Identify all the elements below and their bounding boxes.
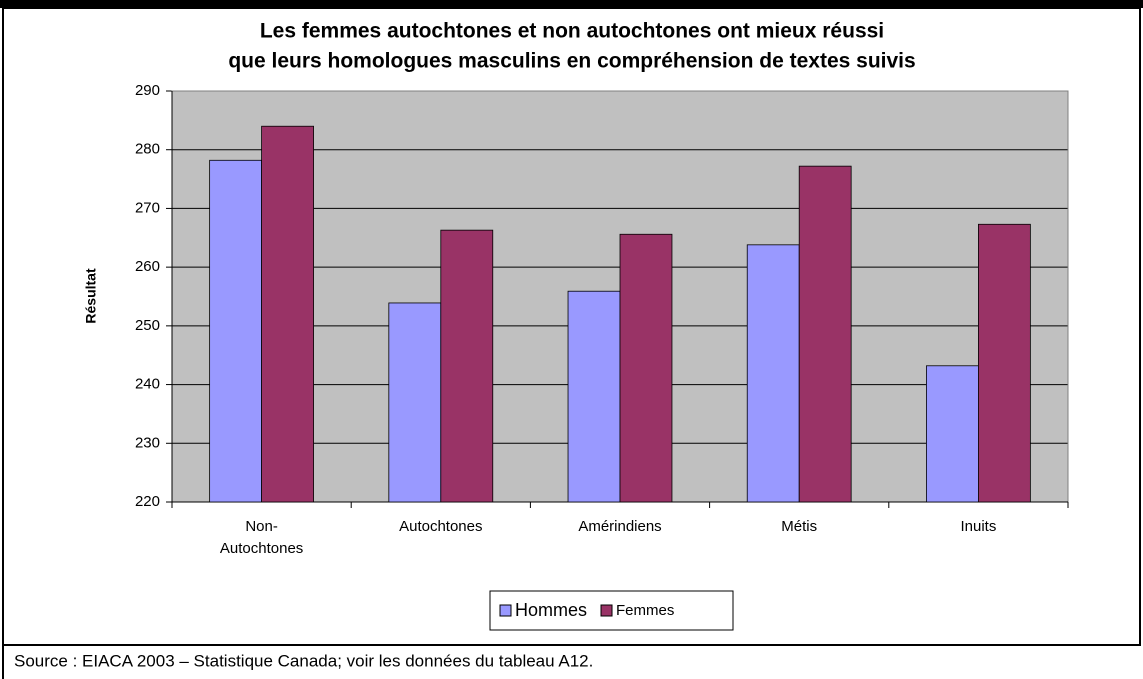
bar — [978, 223, 1031, 503]
y-tick-label: 230 — [135, 434, 160, 451]
bar — [388, 302, 442, 503]
y-axis-label: Résultat — [83, 268, 99, 324]
legend-swatch — [499, 604, 512, 617]
x-tick-label: Métis — [781, 518, 817, 535]
y-tick-label: 260 — [135, 258, 160, 275]
bar — [798, 165, 852, 503]
chart-title: Les femmes autochtones et non autochtone… — [260, 20, 884, 43]
y-tick-label: 240 — [135, 376, 160, 393]
top-bar — [0, 0, 1143, 8]
bar — [746, 244, 800, 503]
bar — [567, 290, 621, 503]
legend-label: Femmes — [616, 602, 674, 619]
bar — [619, 233, 673, 503]
source: Source : EIACA 2003 – Statistique Canada… — [14, 651, 593, 670]
bar — [440, 229, 494, 503]
y-tick-label: 290 — [135, 82, 160, 99]
chart-title: que leurs homologues masculins en compré… — [228, 50, 915, 73]
bar — [261, 125, 314, 503]
legend-label: Hommes — [515, 600, 587, 620]
x-tick-label: Autochtones — [399, 518, 482, 535]
y-tick-label: 270 — [135, 199, 160, 216]
x-tick-label: Non-Autochtones — [220, 518, 303, 557]
legend-box — [489, 590, 734, 631]
x-tick-label: Amérindiens — [578, 518, 661, 535]
legend-swatch — [600, 604, 613, 617]
y-tick-label: 250 — [135, 317, 160, 334]
bar — [209, 159, 263, 503]
y-tick-label: 220 — [135, 493, 160, 510]
y-tick-label: 280 — [135, 141, 160, 158]
bar — [926, 365, 979, 503]
x-tick-label: Inuits — [960, 518, 996, 535]
